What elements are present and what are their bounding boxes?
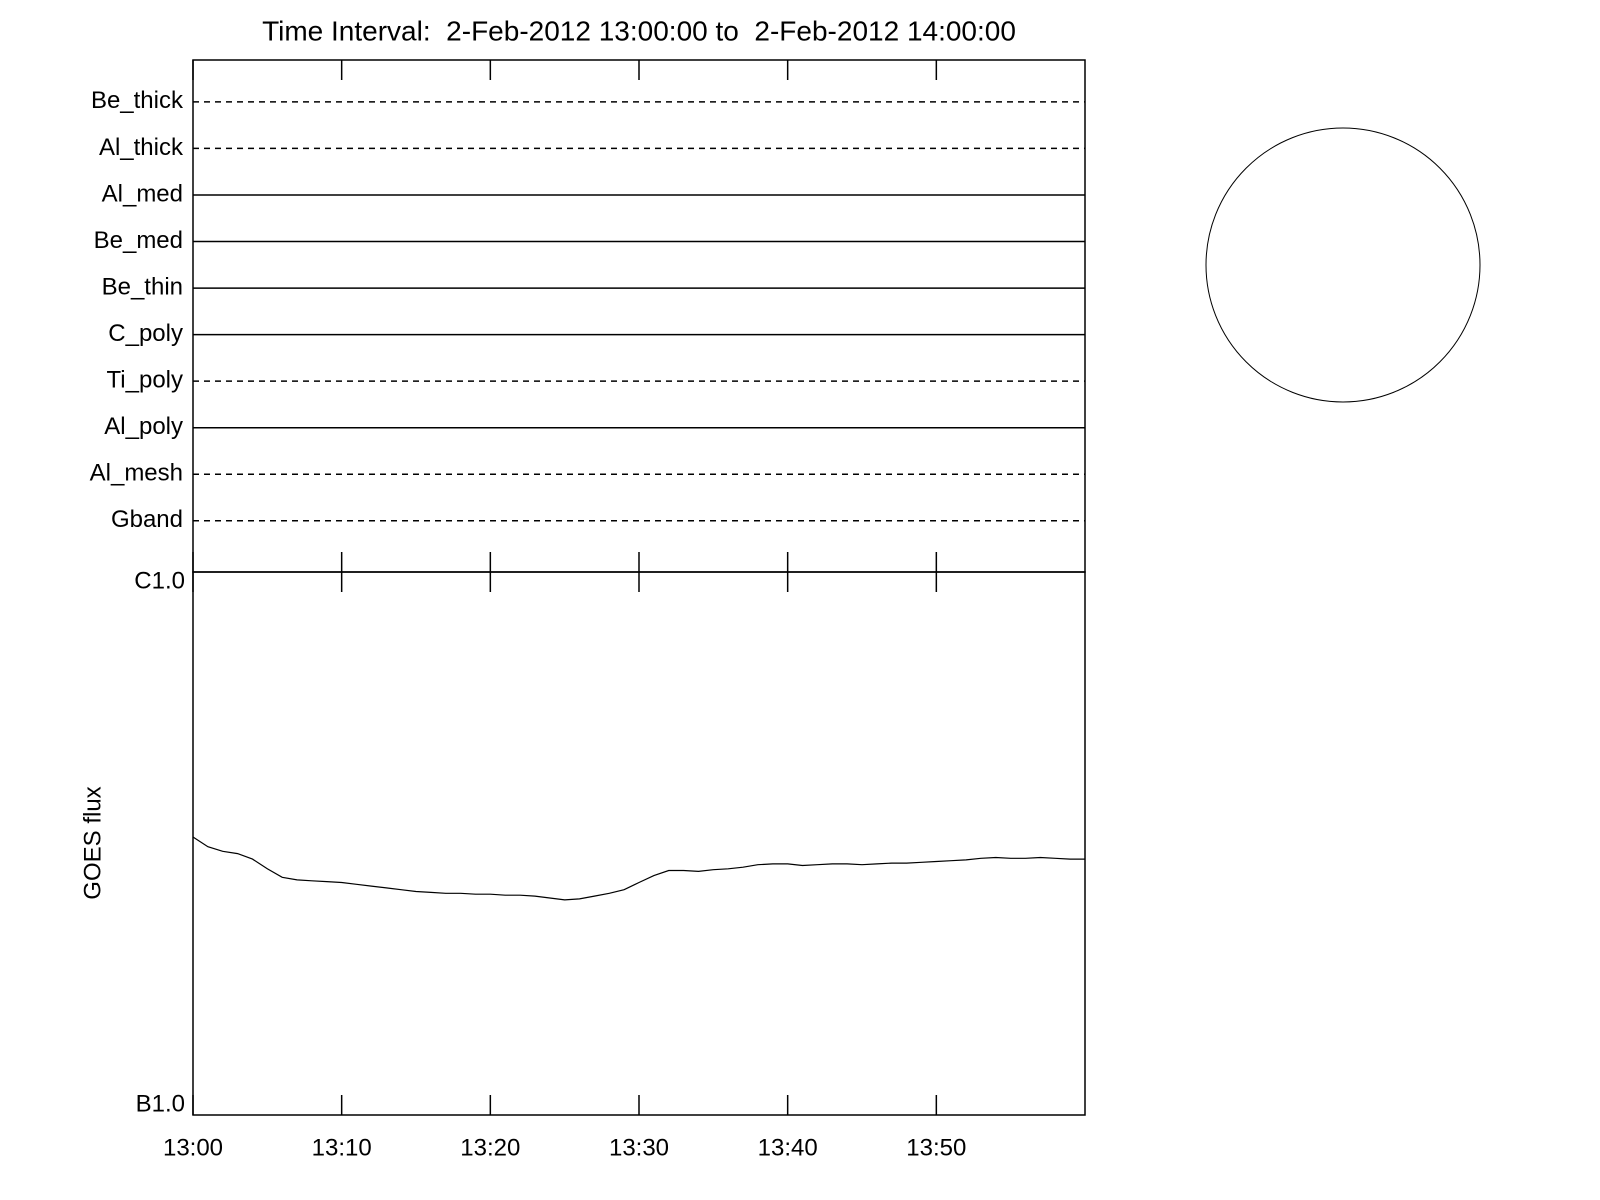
x-tick-label: 13:50	[906, 1134, 966, 1161]
x-tick-label: 13:00	[163, 1134, 223, 1161]
top-panel-frame	[192, 59, 1086, 573]
chart-title: Time Interval: 2-Feb-2012 13:00:00 to 2-…	[262, 15, 1016, 46]
filter-label: C_poly	[108, 320, 183, 347]
filter-label: Be_med	[94, 227, 183, 254]
filter-label: Be_thin	[102, 273, 183, 300]
x-tick-label: 13:20	[460, 1134, 520, 1161]
x-tick-label: 13:10	[312, 1134, 372, 1161]
filter-label: Al_thick	[99, 134, 184, 161]
solar-disk	[1205, 127, 1481, 403]
y-axis-label: GOES flux	[79, 786, 106, 899]
x-tick-label: 13:30	[609, 1134, 669, 1161]
x-tick-label: 13:40	[758, 1134, 818, 1161]
filter-label: Al_mesh	[90, 460, 183, 487]
y-tick-label: C1.0	[134, 567, 185, 594]
filter-label: Al_med	[102, 180, 183, 207]
y-tick-label: B1.0	[136, 1090, 185, 1117]
filter-label: Gband	[111, 506, 183, 533]
filter-label: Al_poly	[104, 413, 183, 440]
bottom-panel-frame	[192, 571, 1086, 1116]
flux-line	[192, 836, 1085, 901]
filter-label: Ti_poly	[107, 367, 183, 394]
filter-label: Be_thick	[91, 87, 184, 114]
